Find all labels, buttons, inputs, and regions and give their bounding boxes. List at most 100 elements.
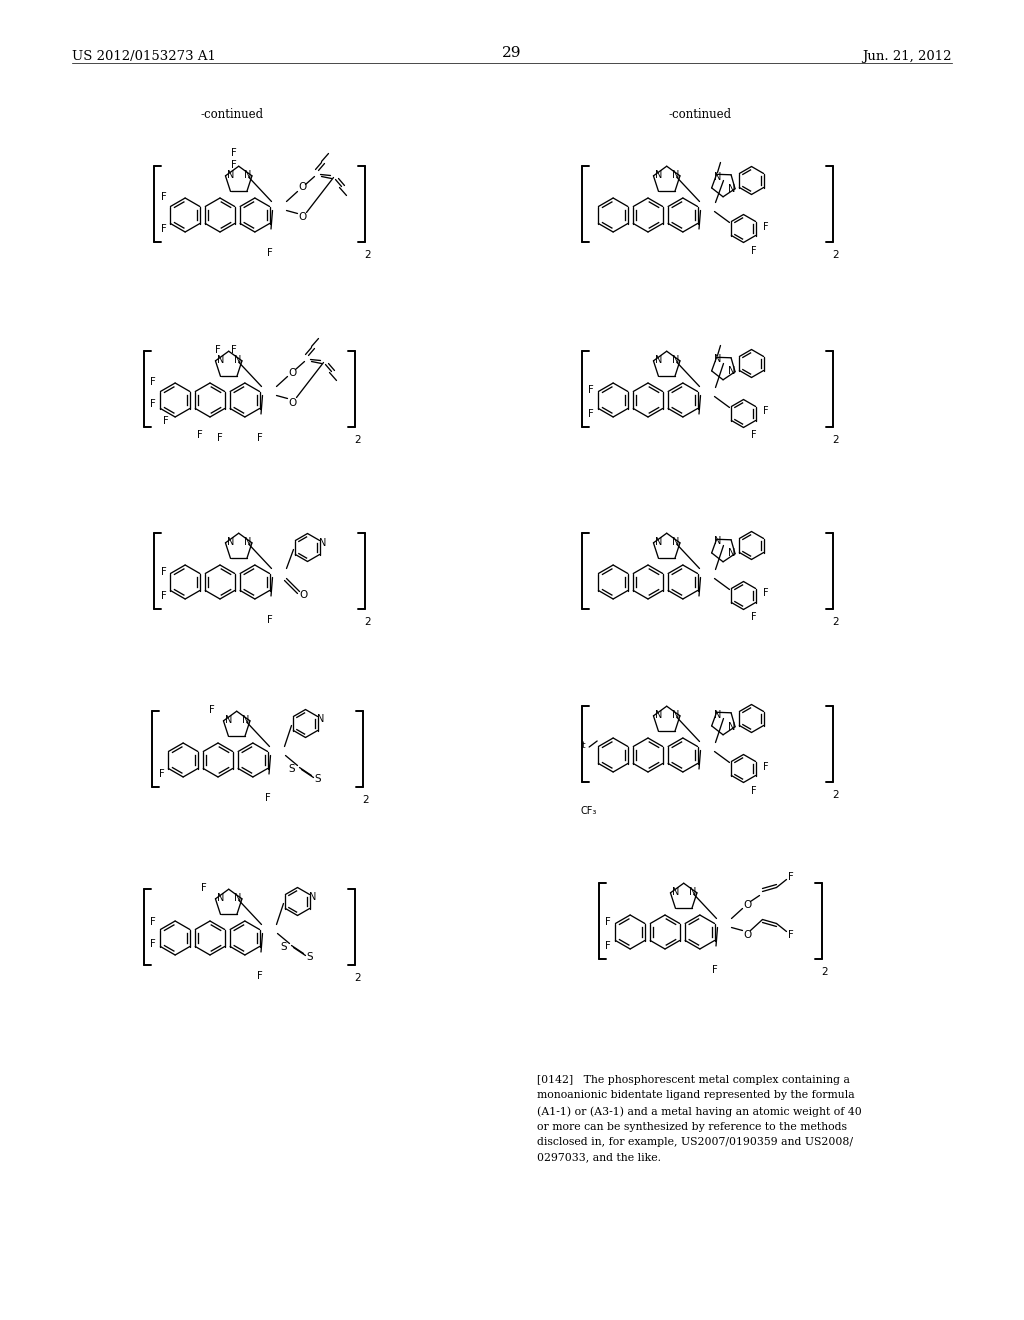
Text: F: F xyxy=(763,589,768,598)
Text: F: F xyxy=(588,409,594,418)
Text: 2: 2 xyxy=(833,618,839,627)
Text: N: N xyxy=(672,355,679,366)
Text: t: t xyxy=(582,741,585,750)
Text: N: N xyxy=(244,170,251,180)
Text: O: O xyxy=(289,367,297,378)
Text: N: N xyxy=(242,715,250,725)
Text: N: N xyxy=(655,710,663,721)
Text: F: F xyxy=(605,917,611,927)
Text: F: F xyxy=(751,612,757,623)
Text: N: N xyxy=(234,355,242,366)
Text: 2: 2 xyxy=(833,436,839,445)
Text: F: F xyxy=(751,246,757,256)
Text: F: F xyxy=(151,917,156,927)
Text: F: F xyxy=(231,345,237,355)
Text: -continued: -continued xyxy=(669,108,731,121)
Text: F: F xyxy=(161,224,167,234)
Text: (A1-1) or (A3-1) and a metal having an atomic weight of 40: (A1-1) or (A3-1) and a metal having an a… xyxy=(537,1106,862,1117)
Text: 29: 29 xyxy=(502,46,522,59)
Text: F: F xyxy=(763,222,768,231)
Text: monoanionic bidentate ligand represented by the formula: monoanionic bidentate ligand represented… xyxy=(537,1090,855,1101)
Text: F: F xyxy=(161,568,167,577)
Text: 2: 2 xyxy=(354,436,360,445)
Text: N: N xyxy=(672,887,679,898)
Text: F: F xyxy=(257,972,263,981)
Text: F: F xyxy=(267,248,272,257)
Text: 2: 2 xyxy=(821,968,827,977)
Text: F: F xyxy=(763,762,768,771)
Text: N: N xyxy=(728,367,735,376)
Text: O: O xyxy=(299,590,307,601)
Text: 2: 2 xyxy=(365,618,371,627)
Text: F: F xyxy=(159,770,165,779)
Text: S: S xyxy=(281,941,287,952)
Text: N: N xyxy=(244,537,251,548)
Text: N: N xyxy=(217,355,224,366)
Text: 0297033, and the like.: 0297033, and the like. xyxy=(537,1152,662,1163)
Text: N: N xyxy=(318,537,327,548)
Text: 2: 2 xyxy=(833,791,839,800)
Text: N: N xyxy=(728,722,735,731)
Text: F: F xyxy=(209,705,215,715)
Text: N: N xyxy=(714,710,721,719)
Text: or more can be synthesized by reference to the methods: or more can be synthesized by reference … xyxy=(537,1122,847,1131)
Text: N: N xyxy=(672,170,679,180)
Text: N: N xyxy=(728,183,735,194)
Text: F: F xyxy=(588,385,594,395)
Text: 2: 2 xyxy=(362,795,369,805)
Text: F: F xyxy=(217,433,223,444)
Text: O: O xyxy=(289,397,297,408)
Text: 2: 2 xyxy=(365,251,371,260)
Text: US 2012/0153273 A1: US 2012/0153273 A1 xyxy=(72,50,216,63)
Text: -continued: -continued xyxy=(201,108,263,121)
Text: F: F xyxy=(787,871,794,882)
Text: F: F xyxy=(198,430,203,440)
Text: N: N xyxy=(714,172,721,181)
Text: Jun. 21, 2012: Jun. 21, 2012 xyxy=(862,50,952,63)
Text: S: S xyxy=(314,775,321,784)
Text: N: N xyxy=(227,170,234,180)
Text: F: F xyxy=(257,433,263,444)
Text: F: F xyxy=(787,929,794,940)
Text: F: F xyxy=(751,785,757,796)
Text: N: N xyxy=(655,170,663,180)
Text: 2: 2 xyxy=(833,251,839,260)
Text: F: F xyxy=(605,941,611,950)
Text: F: F xyxy=(231,160,237,170)
Text: S: S xyxy=(288,763,295,774)
Text: F: F xyxy=(151,399,156,409)
Text: N: N xyxy=(714,536,721,546)
Text: S: S xyxy=(306,953,312,962)
Text: disclosed in, for example, US2007/0190359 and US2008/: disclosed in, for example, US2007/019035… xyxy=(537,1137,853,1147)
Text: N: N xyxy=(672,537,679,548)
Text: O: O xyxy=(743,899,752,909)
Text: N: N xyxy=(234,894,242,903)
Text: 2: 2 xyxy=(354,973,360,983)
Text: CF₃: CF₃ xyxy=(581,805,597,816)
Text: N: N xyxy=(316,714,325,723)
Text: N: N xyxy=(309,891,316,902)
Text: N: N xyxy=(689,887,696,898)
Text: O: O xyxy=(298,213,306,223)
Text: N: N xyxy=(225,715,232,725)
Text: F: F xyxy=(201,883,207,894)
Text: F: F xyxy=(151,378,156,387)
Text: [0142]   The phosphorescent metal complex containing a: [0142] The phosphorescent metal complex … xyxy=(537,1074,850,1085)
Text: F: F xyxy=(751,430,757,441)
Text: F: F xyxy=(151,939,156,949)
Text: N: N xyxy=(227,537,234,548)
Text: F: F xyxy=(161,591,167,601)
Text: N: N xyxy=(655,537,663,548)
Text: F: F xyxy=(231,148,237,158)
Text: F: F xyxy=(763,407,768,417)
Text: O: O xyxy=(743,929,752,940)
Text: F: F xyxy=(712,965,718,975)
Text: F: F xyxy=(163,416,169,426)
Text: F: F xyxy=(265,793,271,803)
Text: O: O xyxy=(298,182,306,193)
Text: N: N xyxy=(655,355,663,366)
Text: N: N xyxy=(672,710,679,721)
Text: N: N xyxy=(714,355,721,364)
Text: F: F xyxy=(161,191,167,202)
Text: N: N xyxy=(217,894,224,903)
